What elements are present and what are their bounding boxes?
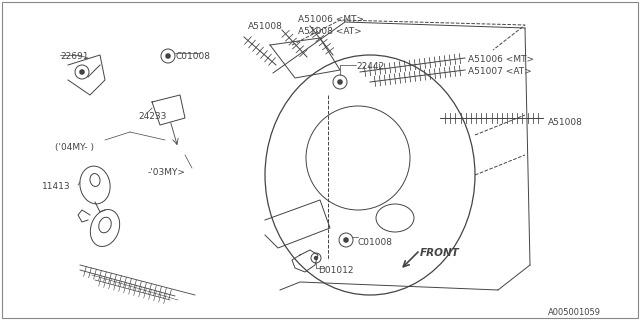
Text: 22442: 22442 [356,62,384,71]
Text: 11413: 11413 [42,182,70,191]
Text: 22691: 22691 [60,52,88,61]
Text: A005001059: A005001059 [548,308,601,317]
Text: C01008: C01008 [357,238,392,247]
Circle shape [338,80,342,84]
Text: C01008: C01008 [175,52,210,61]
Text: A51008: A51008 [548,118,583,127]
Text: A51008 <AT>: A51008 <AT> [298,27,362,36]
Circle shape [80,70,84,74]
Text: A51006 <MT>: A51006 <MT> [468,55,534,64]
Circle shape [314,257,317,260]
Text: FRONT: FRONT [420,248,460,258]
Text: A51008: A51008 [248,22,283,31]
Text: -'03MY>: -'03MY> [148,168,186,177]
Text: ('04MY- ): ('04MY- ) [55,143,94,152]
Text: A51007 <AT>: A51007 <AT> [468,67,532,76]
Circle shape [344,238,348,242]
Text: 24233: 24233 [138,112,166,121]
Text: A51006 <MT>: A51006 <MT> [298,15,364,24]
Circle shape [166,54,170,58]
Text: D01012: D01012 [318,266,353,275]
